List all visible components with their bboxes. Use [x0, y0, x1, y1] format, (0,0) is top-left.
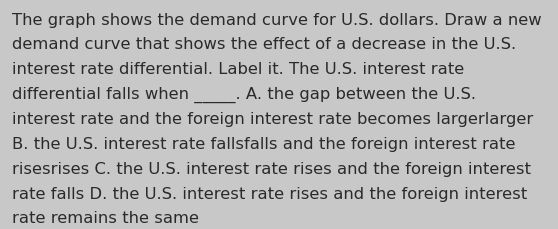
Text: differential falls when _____. A. the gap between the U.S.: differential falls when _____. A. the ga…: [12, 87, 477, 103]
Text: rate falls D. the U.S. interest rate rises and the foreign interest: rate falls D. the U.S. interest rate ris…: [12, 186, 527, 201]
Text: B. the U.S. interest rate fallsfalls and the foreign interest rate: B. the U.S. interest rate fallsfalls and…: [12, 136, 516, 151]
Text: interest rate differential. Label it. The U.S. interest rate: interest rate differential. Label it. Th…: [12, 62, 464, 77]
Text: demand curve that shows the effect of a decrease in the U.S.: demand curve that shows the effect of a …: [12, 37, 516, 52]
Text: interest rate and the foreign interest rate becomes largerlarger: interest rate and the foreign interest r…: [12, 112, 533, 126]
Text: risesrises C. the U.S. interest rate rises and the foreign interest: risesrises C. the U.S. interest rate ris…: [12, 161, 531, 176]
Text: rate remains the same: rate remains the same: [12, 210, 199, 225]
Text: The graph shows the demand curve for U.S. dollars. Draw a new: The graph shows the demand curve for U.S…: [12, 13, 542, 27]
